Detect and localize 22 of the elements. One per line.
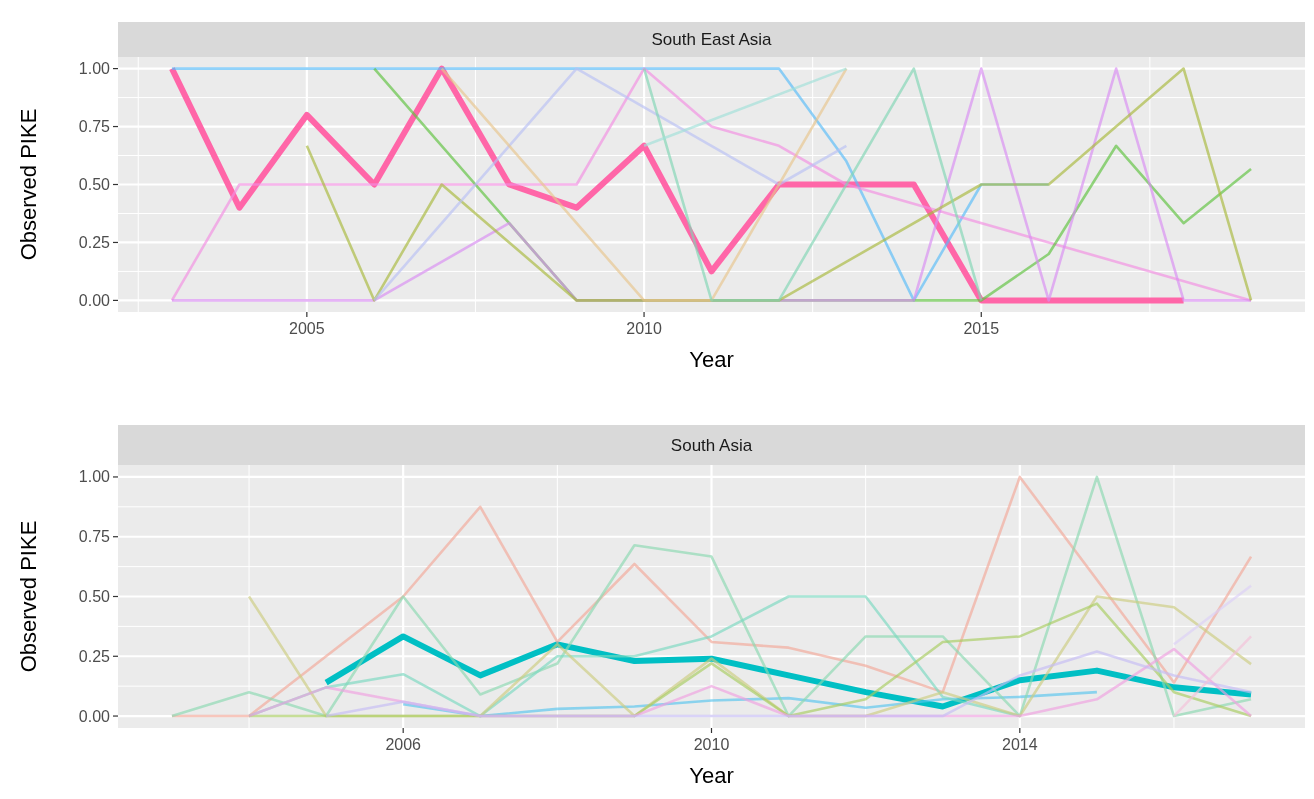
y-tick-label: 0.75 <box>78 118 111 136</box>
y-tick-label: 1.00 <box>78 468 111 486</box>
x-tick-label: 2015 <box>963 320 1000 337</box>
x-tick-label: 2014 <box>1002 736 1038 753</box>
y-axis-title: Observed PIKE <box>16 520 41 673</box>
y-tick-label: 0.25 <box>78 233 111 251</box>
y-tick-label: 1.00 <box>78 60 111 78</box>
y-tick-label: 0.75 <box>78 528 111 546</box>
x-axis-title: Year <box>689 763 734 788</box>
y-axis-title: Observed PIKE <box>16 108 41 261</box>
y-tick-label: 0.50 <box>78 176 111 193</box>
y-tick-label: 0.50 <box>78 588 111 605</box>
x-axis-title: Year <box>689 347 734 372</box>
chart-title: South East Asia <box>651 30 773 49</box>
x-tick-label: 2010 <box>693 736 730 753</box>
y-tick-label: 0.00 <box>78 707 111 725</box>
y-tick-label: 0.25 <box>78 647 111 665</box>
x-tick-label: 2010 <box>626 320 662 337</box>
x-tick-label: 2005 <box>289 320 325 337</box>
x-tick-label: 2006 <box>385 736 422 753</box>
y-tick-label: 0.00 <box>78 291 111 309</box>
chart-title: South Asia <box>670 435 753 455</box>
